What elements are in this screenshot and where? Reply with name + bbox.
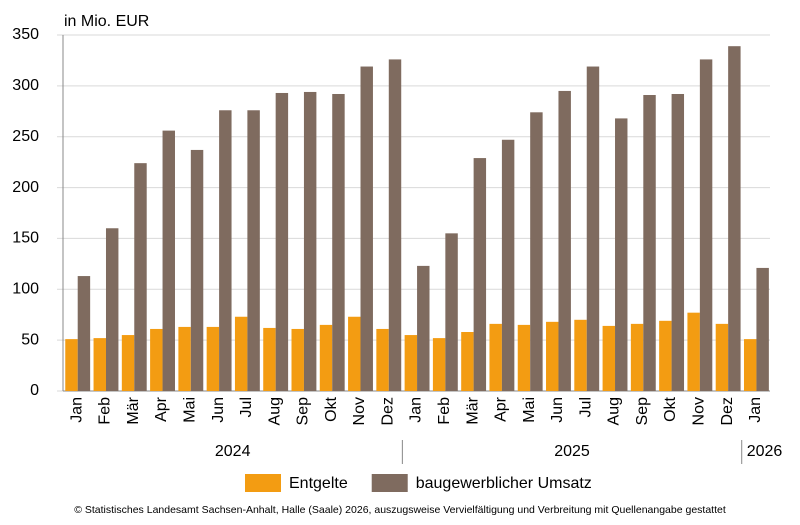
legend-swatch [245, 474, 281, 492]
bar [602, 325, 616, 391]
group-label: 2025 [554, 443, 590, 460]
bar [586, 66, 600, 391]
bar [219, 110, 232, 392]
x-tick-label: Apr [153, 396, 170, 422]
bar [376, 328, 389, 391]
bar [530, 112, 543, 391]
bar [234, 316, 248, 391]
bar [319, 324, 333, 391]
x-tick-label: Jul [238, 397, 255, 417]
x-tick-label: Nov [691, 397, 708, 425]
x-tick-label: Okt [323, 396, 340, 421]
x-tick-label: Jun [549, 397, 566, 423]
bar [206, 326, 220, 391]
y-tick-label: 200 [12, 179, 39, 196]
y-axis-title: in Mio. EUR [64, 13, 149, 30]
x-tick-label: Mai [181, 397, 198, 423]
x-tick-label: Jul [577, 397, 594, 417]
legend-label: Entgelte [289, 475, 348, 492]
x-tick-label: Feb [97, 397, 114, 425]
bar [134, 163, 147, 391]
bar [546, 321, 559, 391]
y-tick-label: 100 [12, 281, 39, 298]
y-tick-label: 350 [12, 26, 39, 43]
x-tick-label: Dez [719, 397, 736, 425]
y-tick-label: 50 [21, 331, 39, 348]
bar [630, 323, 644, 391]
bar [558, 90, 571, 391]
x-tick-label: Jan [68, 397, 85, 423]
group-label: 2026 [747, 443, 783, 460]
legend-swatch [371, 474, 408, 492]
bar [93, 338, 106, 391]
bar [150, 328, 163, 391]
bar [445, 233, 458, 391]
bar [121, 335, 135, 391]
legend-label: baugewerblicher Umsatz [416, 475, 592, 492]
bar [671, 93, 685, 391]
bar [247, 110, 260, 392]
bar [303, 91, 317, 392]
bar [332, 93, 345, 391]
x-tick-label: Nov [351, 397, 368, 425]
bar [501, 139, 515, 391]
bar [615, 118, 628, 392]
bar [291, 328, 304, 391]
x-tick-label: Sep [634, 397, 651, 426]
bar [473, 158, 487, 391]
bar [275, 92, 289, 391]
bar [643, 95, 656, 392]
group-label: 2024 [215, 443, 251, 460]
bar [517, 324, 531, 391]
bar [728, 46, 741, 392]
bar [348, 316, 361, 391]
x-tick-label: Apr [493, 396, 510, 422]
x-tick-label: Mär [464, 396, 481, 424]
bar [190, 149, 204, 391]
source-note: © Statistisches Landesamt Sachsen-Anhalt… [74, 504, 726, 516]
bar [489, 323, 502, 391]
bar [417, 265, 430, 391]
bar [715, 323, 729, 391]
bar [687, 312, 700, 391]
x-tick-label: Mai [521, 397, 538, 423]
y-tick-label: 150 [12, 230, 39, 247]
bar [756, 267, 769, 391]
bar [404, 335, 418, 391]
y-tick-label: 300 [12, 77, 39, 94]
bar [263, 327, 276, 391]
x-tick-label: Dez [379, 397, 396, 425]
x-tick-label: Okt [662, 396, 679, 421]
bar [178, 326, 191, 391]
y-tick-label: 250 [12, 128, 39, 145]
y-tick-label: 0 [30, 382, 39, 399]
bar [432, 338, 446, 391]
x-tick-label: Aug [606, 397, 623, 425]
bar [659, 320, 672, 391]
bar [461, 332, 474, 391]
bar [77, 276, 91, 391]
bar [360, 66, 373, 391]
bar [574, 319, 587, 391]
bar [162, 130, 175, 391]
x-tick-label: Sep [295, 397, 312, 426]
bar [743, 339, 757, 391]
x-tick-label: Mär [125, 396, 142, 424]
x-tick-label: Jan [747, 397, 764, 423]
x-tick-label: Jun [210, 397, 227, 423]
bar [388, 59, 402, 391]
x-tick-label: Feb [436, 397, 453, 425]
x-tick-label: Aug [266, 397, 283, 425]
bar [105, 228, 119, 391]
bar [699, 59, 713, 391]
x-tick-label: Jan [408, 397, 425, 423]
bar [65, 339, 78, 391]
